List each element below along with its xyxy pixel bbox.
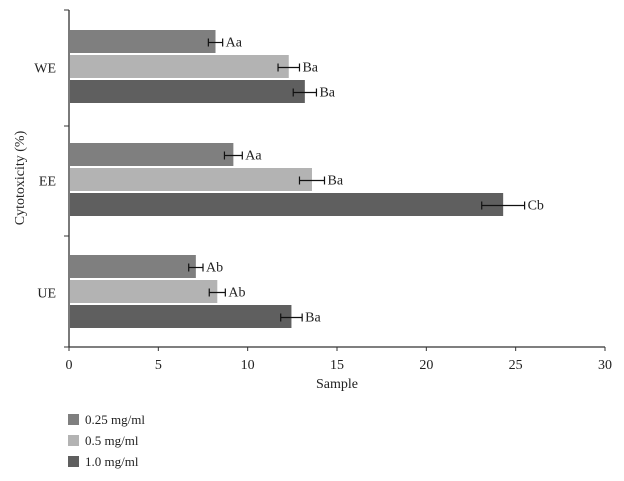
x-tick-label: 20 [419,358,433,373]
axes: 0 5 10 15 20 25 30 [64,9,612,373]
category-label: WE [34,62,56,77]
x-axis-label: Sample [316,377,358,392]
y-axis-label: Cytotoxicity (%) [13,130,28,225]
x-tick-label: 10 [241,358,255,373]
data-label: Ba [327,174,343,189]
legend: 0.25 mg/ml 0.5 mg/ml 1.0 mg/ml [68,412,145,469]
legend-label: 0.5 mg/ml [85,433,139,448]
legend-label: 1.0 mg/ml [85,454,139,469]
bar [70,305,292,328]
bar [70,55,289,78]
x-tick-label: 5 [155,358,162,373]
legend-swatch [68,456,79,467]
x-tick-label: 30 [598,358,612,373]
bar [70,280,218,303]
bar [70,255,196,278]
data-label: Cb [528,199,544,214]
data-label: Ab [228,286,245,301]
bar [70,80,305,103]
x-tick-label: 25 [509,358,523,373]
legend-label: 0.25 mg/ml [85,412,145,427]
category-label: UE [37,287,56,302]
data-label: Aa [226,36,243,51]
legend-swatch [68,414,79,425]
data-label: Aa [245,149,262,164]
x-tick-label: 15 [330,358,344,373]
bar [70,193,504,216]
x-tick-label: 0 [66,358,73,373]
data-label: Ba [305,311,321,326]
category-label: EE [39,175,56,190]
data-label: Ba [302,61,318,76]
bar [70,30,216,53]
legend-swatch [68,435,79,446]
bar [70,143,234,166]
data-label: Ba [319,86,335,101]
data-label: Ab [206,261,223,276]
bar [70,168,312,191]
